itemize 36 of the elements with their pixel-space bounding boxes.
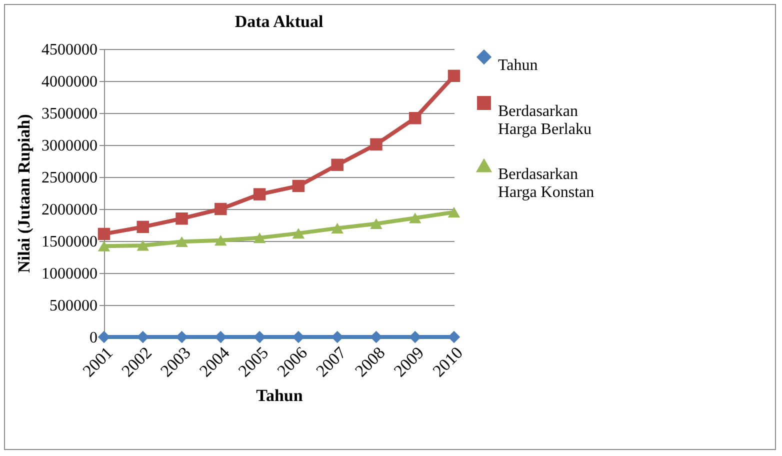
- point: [408, 112, 422, 124]
- point: [408, 212, 422, 224]
- point: [292, 180, 305, 192]
- point: [448, 206, 460, 218]
- y-tick-label: 2000000: [42, 202, 98, 218]
- y-axis-title: Nilai (Jutaan Rupiah): [14, 114, 34, 273]
- y-tick-label: 0: [90, 330, 98, 346]
- y-tick-label: 2500000: [42, 170, 98, 186]
- point: [214, 235, 227, 246]
- point: [98, 228, 110, 240]
- x-axis-title: Tahun: [256, 386, 304, 405]
- point: [331, 222, 344, 234]
- y-tick-label: 4000000: [42, 74, 98, 90]
- point: [176, 236, 188, 247]
- point: [370, 138, 382, 150]
- y-tick-label: 1500000: [42, 234, 98, 250]
- point: [136, 220, 150, 234]
- point: [370, 218, 382, 230]
- point: [448, 70, 460, 82]
- point: [136, 240, 150, 251]
- point: [98, 240, 110, 252]
- y-tick-label: 1000000: [42, 266, 98, 282]
- legend-label: Tahun: [498, 57, 538, 74]
- point: [253, 232, 266, 244]
- legend-label: Berdasarkan Harga Berlaku: [498, 103, 592, 138]
- y-tick-label: 500000: [50, 298, 98, 314]
- y-tick-label: 4500000: [42, 42, 98, 58]
- point: [292, 228, 305, 239]
- point: [253, 188, 266, 200]
- legend-label: Berdasarkan Harga Konstan: [498, 166, 594, 201]
- point: [331, 158, 344, 171]
- y-tick-label: 3500000: [42, 106, 98, 122]
- y-tick-label: 3000000: [42, 138, 98, 154]
- point: [176, 212, 188, 225]
- chart-title: Data Aktual: [234, 12, 324, 31]
- point: [214, 202, 227, 216]
